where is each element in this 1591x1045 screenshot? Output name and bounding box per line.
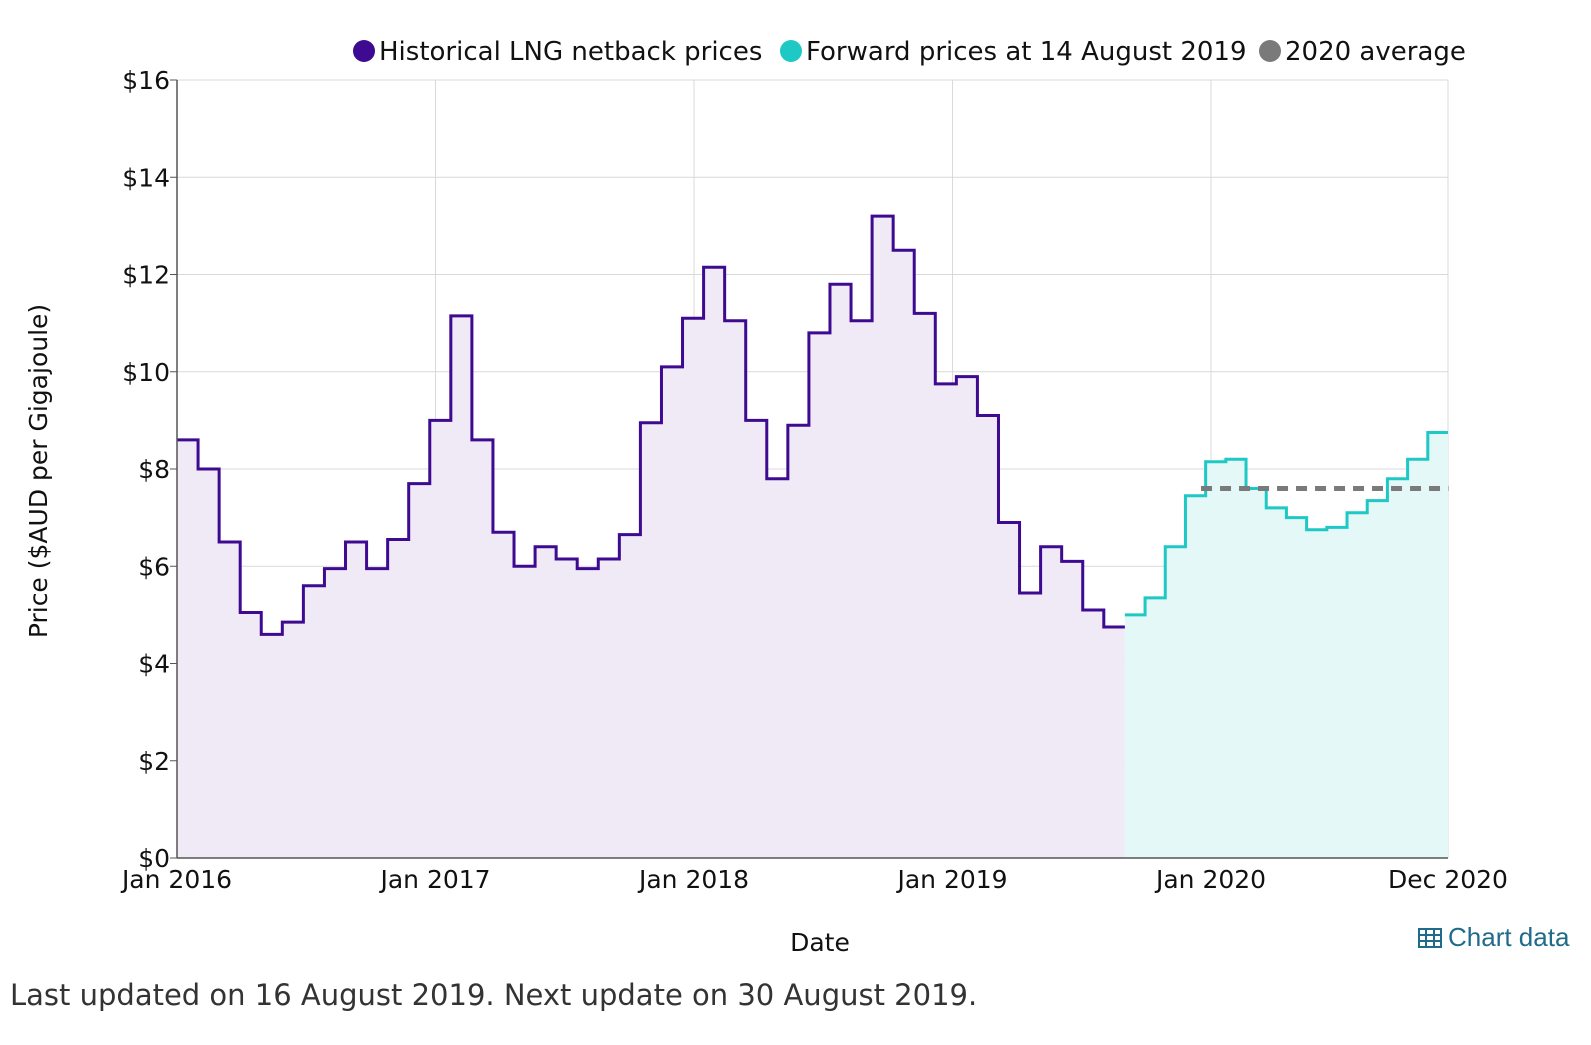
chart-data-link-label[interactable]: Chart data: [1448, 922, 1570, 952]
legend-marker[interactable]: [780, 40, 802, 62]
chart-data-link[interactable]: Chart data: [1418, 922, 1569, 953]
x-tick-label: Dec 2020: [1388, 865, 1508, 894]
y-tick-label: $8: [138, 455, 170, 484]
y-axis-ticks: $0 $2 $4 $6 $8 $10 $12 $14 $16: [122, 66, 177, 873]
x-tick-label: Jan 2016: [120, 865, 232, 894]
x-tick-label: Jan 2018: [637, 865, 749, 894]
legend-label[interactable]: Historical LNG netback prices: [379, 37, 762, 67]
y-tick-label: $12: [122, 261, 170, 290]
historical-series-line: [177, 214, 1125, 636]
y-tick-label: $14: [122, 163, 170, 192]
x-tick-label: Jan 2019: [895, 865, 1007, 894]
x-axis-title: Date: [790, 928, 850, 957]
x-tick-label: Jan 2020: [1154, 865, 1266, 894]
historical-area: [177, 216, 1125, 858]
forward-series-line: [1124, 431, 1448, 617]
y-tick-label: $16: [122, 66, 170, 95]
chart: $0$2$4$6$8$10$12$14$16 Jan 2016 Jan 2017 J…: [24, 37, 1508, 957]
footer-note: Last updated on 16 August 2019. Next upd…: [10, 978, 978, 1012]
y-tick-label: $2: [138, 747, 170, 776]
y-axis-title: Price ($AUD per Gigajoule): [24, 304, 53, 638]
table-icon: [1418, 927, 1442, 948]
legend-label[interactable]: Forward prices at 14 August 2019: [806, 37, 1247, 67]
legend-label[interactable]: 2020 average: [1285, 37, 1466, 67]
legend-marker[interactable]: [353, 40, 375, 62]
series-areas: [177, 216, 1448, 858]
y-tick-label: $4: [138, 650, 170, 679]
x-axis-ticks: Jan 2016 Jan 2017 Jan 2018 Jan 2019 Jan 2020…: [120, 865, 1508, 894]
legend: Historical LNG netback prices Forward pri…: [353, 37, 1466, 67]
y-tick-label: $0: [138, 844, 170, 873]
legend-marker[interactable]: [1259, 40, 1281, 62]
series-lines: [177, 214, 1449, 636]
y-tick-label: $6: [138, 552, 170, 581]
forward-area: [1124, 432, 1448, 858]
x-tick-label: Jan 2017: [378, 865, 490, 894]
y-tick-label: $10: [122, 358, 170, 387]
